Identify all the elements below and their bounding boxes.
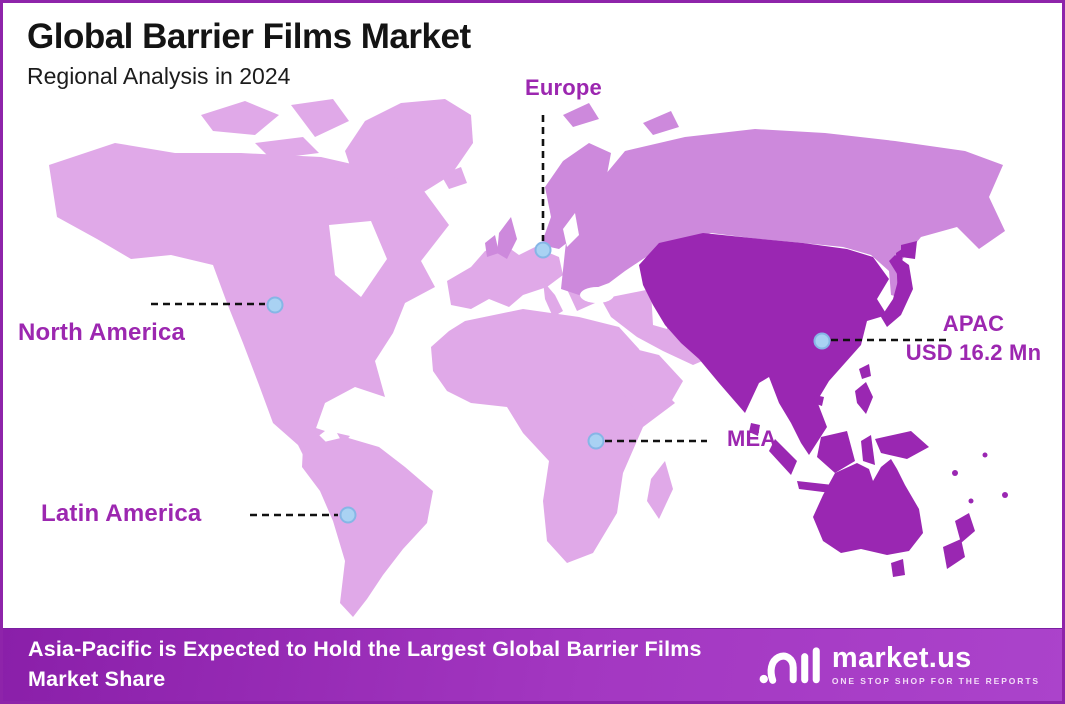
brand-name: market.us (831, 642, 972, 675)
header: Global Barrier Films Market Regional Ana… (27, 17, 471, 90)
markers (266, 241, 831, 524)
map-uk (497, 217, 517, 259)
map-light-regions (49, 99, 725, 617)
page-title: Global Barrier Films Market (27, 17, 471, 56)
map-java (797, 481, 833, 493)
page-subtitle: Regional Analysis in 2024 (27, 63, 291, 90)
map-africa (431, 309, 675, 563)
map-hokkaido (901, 241, 917, 259)
map-sumatra (769, 439, 797, 475)
map-pacific-island (968, 498, 974, 504)
map-scandinavia (541, 143, 611, 249)
map-hudson-bay (329, 221, 387, 297)
map-hainan (813, 395, 824, 406)
map-south-america (302, 437, 433, 617)
map-black-sea (580, 287, 614, 303)
marker-apac (813, 332, 831, 350)
map-borneo (817, 431, 855, 473)
map-ireland (485, 235, 499, 257)
region-label-apac: APAC USD 16.2 Mn (896, 309, 1051, 367)
world-map (49, 99, 1008, 617)
map-taiwan (859, 364, 871, 379)
map-australia (813, 459, 923, 555)
region-label-north-america: North America (18, 319, 186, 346)
region-label-apac-name: APAC (942, 311, 1005, 336)
map-madagascar (647, 461, 673, 519)
map-asia-apac (639, 233, 889, 455)
footer-banner: Asia-Pacific is Expected to Hold the Lar… (3, 628, 1062, 701)
map-sulawesi (861, 435, 875, 465)
map-western-europe (447, 245, 563, 309)
region-label-latin-america: Latin America (41, 500, 202, 527)
map-dark-regions (639, 233, 1008, 577)
map-new-zealand-south (943, 539, 965, 569)
marker-north-america (266, 296, 284, 314)
map-sri-lanka (749, 423, 760, 436)
map-philippines (855, 382, 873, 414)
region-label-mea: MEA (727, 426, 777, 451)
footer-headline: Asia-Pacific is Expected to Hold the Lar… (28, 637, 702, 691)
map-italy (543, 281, 563, 317)
map-new-zealand-north (955, 513, 975, 543)
region-label-europe: Europe (525, 75, 602, 100)
region-value-apac: USD 16.2 Mn (905, 340, 1042, 366)
map-arabia (613, 345, 683, 419)
map-arctic-island (255, 137, 319, 159)
market-us-logo-icon (759, 647, 820, 684)
marker-latin-america (339, 506, 357, 524)
brand-logo: market.us ONE STOP SHOP FOR THE REPORTS (758, 639, 1062, 691)
connectors (151, 115, 948, 517)
map-pacific-island (982, 452, 988, 458)
map-north-america (49, 143, 449, 489)
map-caribbean (313, 427, 325, 438)
marker-europe (534, 241, 552, 259)
map-baltic-sea (563, 213, 579, 247)
map-arctic-island (291, 99, 349, 137)
map-tasmania (891, 559, 905, 577)
map-pacific-island (1002, 492, 1008, 498)
map-pacific-island (952, 470, 958, 476)
map-new-guinea (875, 431, 929, 459)
map-iceland (441, 167, 467, 189)
map-japan (881, 255, 913, 327)
marker-mea (587, 432, 605, 450)
map-svalbard (563, 103, 599, 127)
map-novaya-zemlya (643, 111, 679, 135)
brand-tagline: ONE STOP SHOP FOR THE REPORTS (831, 676, 1040, 687)
map-arctic-island (201, 101, 279, 135)
brand-text: market.us ONE STOP SHOP FOR THE REPORTS (832, 644, 1040, 686)
